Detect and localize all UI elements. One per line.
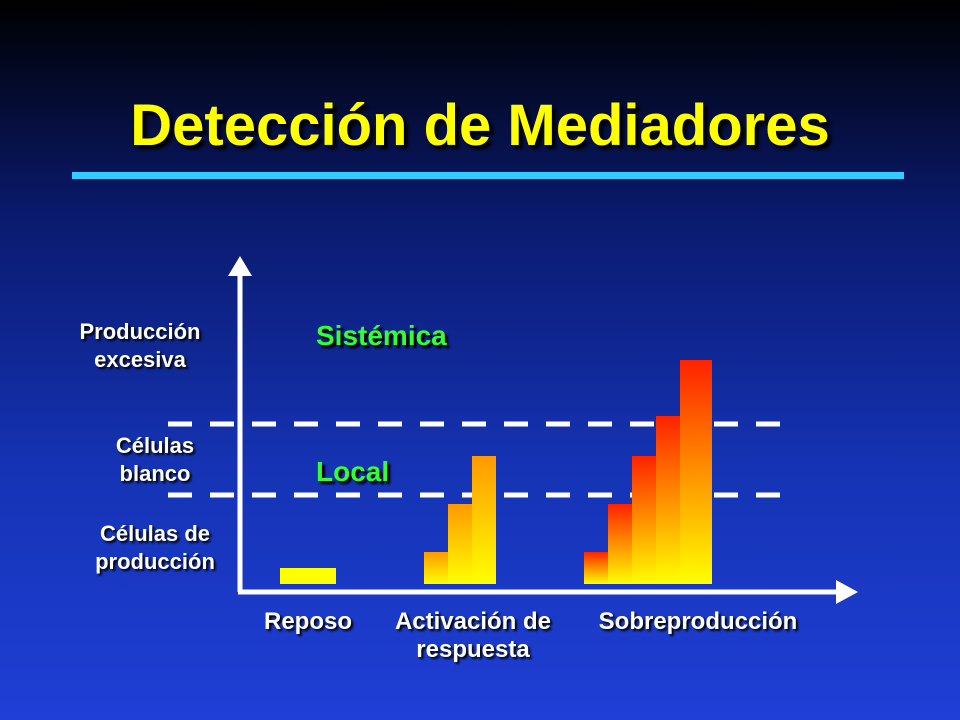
y-axis-arrow-icon bbox=[228, 256, 252, 276]
category-label-activation-line1: Activación de bbox=[394, 608, 552, 635]
level-label-target: Células blanco bbox=[75, 432, 235, 488]
level-label-production: Células de producción bbox=[75, 520, 235, 576]
activation-bar-3 bbox=[472, 456, 496, 584]
zone-label-local: Local bbox=[316, 456, 390, 487]
level-label-excess: Producción excesiva bbox=[60, 318, 220, 374]
overproduction-bar-4 bbox=[656, 416, 680, 584]
title-underline bbox=[72, 172, 904, 179]
activation-bar-1 bbox=[424, 552, 448, 584]
overproduction-bar-1 bbox=[584, 552, 608, 584]
zone-label-systemic: Sistémica bbox=[316, 320, 447, 351]
activation-bar-2 bbox=[448, 504, 472, 584]
rest-bar bbox=[280, 568, 336, 584]
level-label-production-line1: Células de bbox=[99, 521, 211, 546]
category-label-activation-line2: respuesta bbox=[416, 636, 530, 663]
level-label-target-line2: blanco bbox=[119, 461, 191, 486]
x-axis-arrow-icon bbox=[836, 580, 858, 604]
category-label-activation: Activación de respuesta bbox=[378, 608, 568, 664]
overproduction-bar-2 bbox=[608, 504, 632, 584]
level-label-target-line1: Células bbox=[115, 433, 195, 458]
overproduction-bar-3 bbox=[632, 456, 656, 584]
overproduction-bar-5 bbox=[680, 360, 712, 584]
category-label-overproduction: Sobreproducción bbox=[598, 608, 798, 635]
level-label-production-line2: producción bbox=[95, 549, 215, 574]
level-label-excess-line2: excesiva bbox=[94, 347, 186, 372]
slide-title: Detección de Mediadores bbox=[130, 93, 830, 158]
category-label-rest: Reposo bbox=[263, 608, 352, 635]
level-label-excess-line1: Producción bbox=[79, 319, 201, 344]
